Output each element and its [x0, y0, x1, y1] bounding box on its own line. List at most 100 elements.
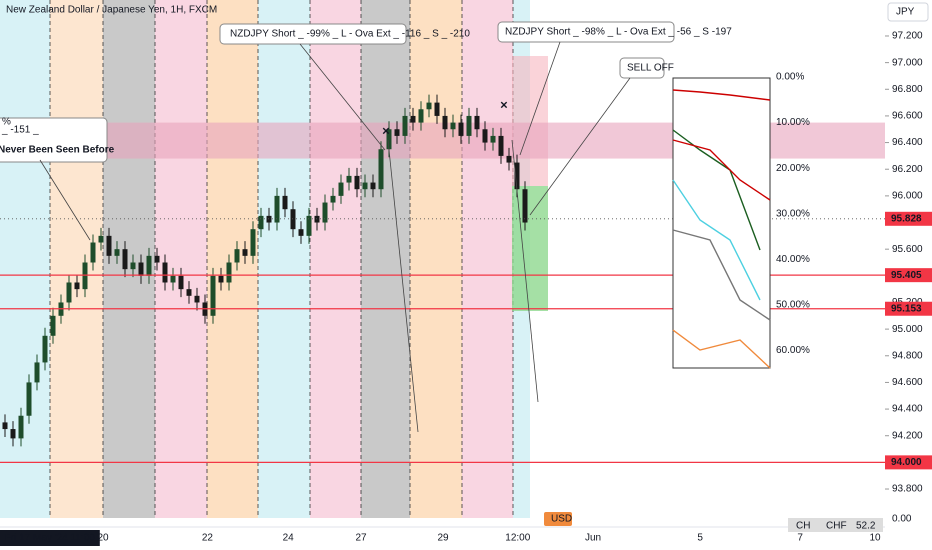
session	[207, 0, 258, 518]
y-tick-label: 95.600	[892, 244, 923, 255]
candle-body	[522, 189, 528, 223]
candle-body	[306, 215, 312, 236]
candle-body	[122, 249, 128, 270]
annotation: NZDJPY Short _ -98% _ L - Ova Ext _ -56 …	[505, 27, 732, 38]
y-tick-label: 97.200	[892, 31, 923, 42]
candle-body	[434, 102, 440, 116]
candle-body	[10, 429, 16, 439]
y-tick-label: 96.600	[892, 111, 923, 122]
candle-body	[506, 155, 512, 163]
chart-title: New Zealand Dollar / Japanese Yen, 1H, F…	[6, 5, 217, 16]
candle-body	[138, 262, 144, 276]
box	[512, 186, 548, 311]
y-tick-label: 96.200	[892, 164, 923, 175]
candle-body	[114, 249, 120, 256]
candle-body	[146, 255, 152, 276]
currency-box	[887, 2, 929, 22]
y-tick-label: 94.600	[892, 377, 923, 388]
marker: ✕	[500, 101, 508, 112]
x-tick-label: Fri 17 May '24 11:00	[5, 533, 96, 544]
footer-label: 0.00	[892, 514, 912, 525]
callout	[0, 117, 108, 163]
candle-body	[170, 275, 176, 283]
inset-line	[672, 329, 771, 369]
candle-body	[418, 109, 424, 123]
inset-label: 10.00%	[776, 117, 810, 128]
candle-body	[90, 242, 96, 263]
session	[103, 0, 155, 518]
footer-label: CH	[796, 521, 810, 532]
price-label-box	[885, 455, 932, 470]
pointer	[387, 139, 419, 433]
candle-body	[162, 262, 168, 283]
date-box	[0, 530, 100, 546]
price-label-box	[885, 211, 932, 226]
x-tick-label: 10	[869, 533, 881, 544]
candle-body	[394, 129, 400, 136]
price-label: 95.153	[891, 303, 922, 314]
currency: JPY	[896, 7, 915, 18]
candle-body	[330, 195, 336, 203]
footer-label: 52.2	[856, 521, 876, 532]
y-tick-label: 93.800	[892, 484, 923, 495]
pointer	[519, 41, 561, 156]
candle-body	[338, 182, 344, 196]
candle-body	[154, 255, 160, 263]
session	[0, 0, 50, 518]
candle-body	[234, 249, 240, 263]
pointer	[299, 43, 386, 151]
inset-label: 20.00%	[776, 163, 810, 174]
footer-box	[788, 518, 883, 532]
candle-body	[458, 122, 464, 136]
footer-label: CHF	[826, 521, 847, 532]
inset	[672, 77, 771, 369]
candle-body	[178, 275, 184, 290]
price-label-box	[885, 268, 932, 283]
candle-body	[410, 115, 416, 123]
pointer	[529, 77, 631, 216]
candle-body	[354, 175, 360, 190]
candle-body	[466, 115, 472, 136]
candle-body	[450, 122, 456, 130]
candle-body	[2, 422, 8, 430]
candle-body	[258, 215, 264, 230]
candle-body	[194, 295, 200, 303]
y-tick-label: 95.000	[892, 324, 923, 335]
session	[310, 0, 361, 518]
x-tick-label: Jun	[585, 533, 601, 544]
candle-body	[378, 149, 384, 190]
price-label-box	[885, 301, 932, 316]
callout	[619, 57, 665, 79]
annotation: Never Been Seen Before	[0, 145, 115, 156]
candle-body	[66, 282, 72, 303]
x-tick-label: 20	[97, 533, 109, 544]
x-tick-label: 27	[355, 533, 367, 544]
annotation: %	[2, 117, 11, 128]
candle-body	[82, 262, 88, 290]
price-label: 94.000	[891, 457, 922, 468]
candle-body	[386, 129, 392, 150]
x-tick-label: 7	[797, 533, 803, 544]
x-tick-label: 22	[202, 533, 214, 544]
candle-body	[242, 249, 248, 256]
inset-line	[672, 129, 761, 251]
candle-body	[442, 115, 448, 130]
usd-box	[544, 512, 572, 526]
y-tick-label: 97.000	[892, 57, 923, 68]
sessions	[0, 0, 530, 518]
candle-body	[130, 262, 136, 270]
candle-body	[106, 235, 112, 256]
annotation: SELL OFF	[627, 63, 674, 74]
candle-body	[490, 135, 496, 143]
candle-body	[186, 289, 192, 296]
session	[410, 0, 462, 518]
callout	[497, 21, 675, 43]
inset-line	[672, 229, 771, 321]
callout	[219, 23, 407, 45]
candle-body	[50, 315, 56, 336]
y-tick-label: 94.800	[892, 350, 923, 361]
pointer	[39, 159, 91, 241]
session	[361, 0, 410, 518]
inset-label: 40.00%	[776, 254, 810, 265]
annotation: _ -151 _	[1, 125, 39, 136]
